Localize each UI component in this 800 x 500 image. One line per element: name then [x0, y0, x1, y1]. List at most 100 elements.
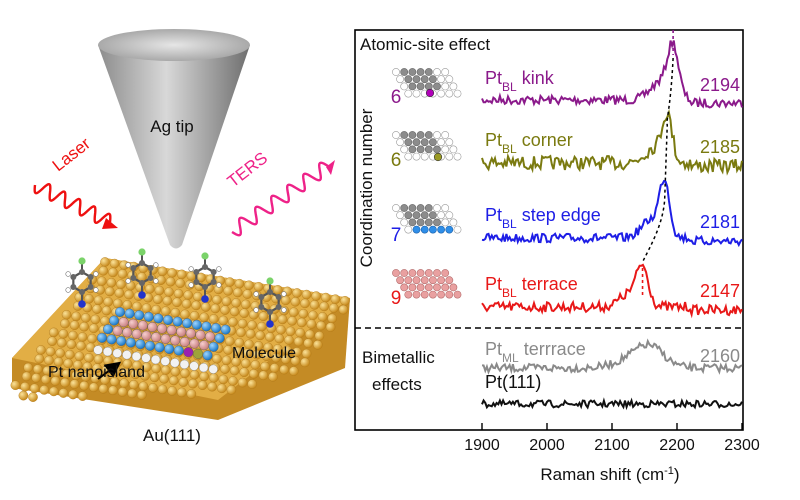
substrate-label: Au(111) [143, 426, 201, 445]
thumbnail-kink [392, 68, 462, 98]
thumb-atom [400, 82, 409, 91]
au-atom [236, 327, 246, 338]
au-atom [245, 329, 256, 339]
au-atom [258, 311, 269, 322]
thumb-atom [437, 211, 445, 220]
thumb-atom [433, 269, 441, 277]
au-atom [127, 388, 137, 399]
pt-base-atom [151, 355, 161, 365]
nitrogen-atom [138, 291, 146, 299]
au-atom [157, 384, 168, 395]
pt-edge-atom [116, 336, 127, 347]
thumb-atom [416, 68, 425, 76]
au-atom [138, 381, 149, 392]
au-atom [327, 313, 338, 324]
carbon-atom [275, 294, 282, 300]
thumb-atom [396, 75, 404, 84]
tip-top [98, 29, 250, 61]
pt-terrace-atom [128, 318, 139, 329]
au-atom [229, 365, 240, 376]
au-atom [301, 348, 312, 359]
au-atom [106, 277, 117, 288]
au-atom [223, 345, 233, 355]
au-atom [287, 316, 298, 326]
hydrogen-atom [281, 307, 287, 313]
carbon-atom [193, 269, 200, 275]
carbon-atom [79, 289, 85, 295]
thumb-atom [424, 68, 433, 76]
pt-edge-atom [106, 334, 117, 345]
hydrogen-atom [253, 291, 259, 297]
tip-label: Ag tip [150, 117, 193, 136]
molecules [65, 248, 287, 328]
au-atom [82, 361, 93, 372]
au-atom [18, 390, 29, 401]
au-atom [279, 364, 290, 375]
pt-edge-atom [191, 319, 202, 330]
au-atom [41, 374, 51, 385]
ters-arrow-head [326, 160, 335, 175]
au-atom [285, 326, 296, 337]
hydrogen-atom [188, 266, 194, 272]
peak-label-ml_terrace: 2160 [700, 346, 740, 366]
thumb-atom [424, 218, 433, 227]
pt-terrace-atom [195, 330, 206, 341]
hydrogen-atom [216, 282, 222, 288]
thumb-atom [404, 290, 413, 299]
series-site: terrrace [519, 339, 586, 359]
au-atom [124, 289, 134, 300]
series-site: kink [517, 68, 555, 88]
au-atom [176, 269, 187, 280]
au-atom [176, 387, 187, 398]
carbon-atom [70, 284, 77, 290]
au-atom [58, 388, 69, 398]
au-atom [98, 383, 109, 394]
coordination-numbers: 6 6 7 9 [391, 87, 402, 309]
hydrogen-atom [216, 266, 222, 272]
molecule-label: Molecule [232, 345, 296, 362]
pt-edge-atom [102, 324, 113, 335]
thumb-atom [441, 68, 450, 76]
pt-edge-atom [114, 307, 125, 318]
pt-edge-atom [143, 311, 154, 322]
thumb-atom [392, 204, 400, 212]
thumb-atom [424, 82, 433, 91]
coordination-number-step_edge: 7 [391, 225, 402, 246]
thumb-atom [420, 75, 429, 84]
x-axis-label-main: Raman shift (cm [540, 465, 664, 484]
carbon-atom [202, 284, 208, 290]
thumb-atom [433, 68, 441, 76]
au-atom [144, 284, 155, 294]
thumb-atom [408, 82, 417, 91]
pt-base-atom [112, 348, 122, 358]
au-atom [301, 289, 312, 300]
thumb-atom [420, 290, 429, 299]
au-atom [76, 340, 86, 351]
thumb-atom [441, 82, 450, 91]
thumb-atom [420, 138, 429, 147]
hydrogen-atom [65, 271, 71, 277]
pt-atom-grid [93, 307, 231, 374]
au-atom [274, 333, 285, 344]
au-atom [197, 380, 208, 391]
au-atom [162, 295, 173, 306]
thumb-atom [428, 276, 437, 285]
au-atom [117, 387, 128, 397]
carbon-atom [79, 269, 85, 275]
x-axis-label-sup: -1 [664, 465, 674, 477]
au-atom [84, 293, 94, 304]
tip-cone [98, 31, 250, 249]
thumb-atom [433, 82, 441, 91]
pt-edge-atom [210, 323, 221, 334]
au-atom [61, 309, 72, 320]
laser-arrow-head [102, 218, 118, 229]
spectrum-line-terrace [481, 263, 743, 319]
pt-terrace-atom [179, 337, 190, 348]
au-atom [248, 368, 259, 379]
au-atom [20, 381, 30, 392]
au-atom [84, 352, 94, 363]
au-atom [173, 288, 184, 299]
thumb-atom [396, 138, 404, 147]
hydrogen-atom [188, 282, 194, 288]
